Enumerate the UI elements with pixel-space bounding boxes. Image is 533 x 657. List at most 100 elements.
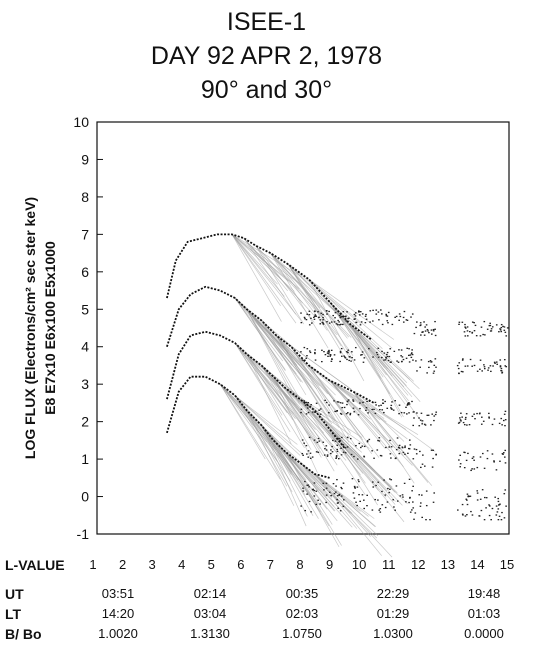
flux-dot <box>396 360 398 362</box>
flux-dot <box>332 314 335 317</box>
table-cell: 1.3130 <box>190 626 230 641</box>
flux-dot <box>408 402 410 404</box>
flux-dot <box>361 445 364 447</box>
flux-dot <box>461 321 464 323</box>
flux-dot <box>391 408 393 410</box>
flux-dot <box>308 314 311 316</box>
flux-dot <box>432 328 435 331</box>
flux-dot <box>401 356 404 358</box>
flux-dot <box>493 461 495 463</box>
flux-dot <box>399 315 402 318</box>
flux-dot <box>402 451 405 454</box>
flux-dot <box>503 359 506 361</box>
flux-dot <box>495 514 498 516</box>
flux-dot <box>398 444 401 447</box>
flux-dot <box>302 487 304 489</box>
flux-dot <box>352 399 354 401</box>
flux-dot <box>405 501 407 503</box>
flux-dot <box>309 457 312 460</box>
flux-dot <box>357 414 360 416</box>
flux-dot <box>401 360 403 363</box>
flux-dot <box>349 356 351 358</box>
flux-dot <box>337 324 339 326</box>
flux-dot <box>303 442 305 444</box>
flux-dot <box>336 478 338 481</box>
flux-dot <box>381 402 384 404</box>
shade-stroke <box>231 234 302 278</box>
flux-dot <box>425 490 428 492</box>
shade-stroke <box>270 252 329 349</box>
flux-dot <box>505 505 507 507</box>
flux-dot <box>398 447 401 449</box>
flux-dot <box>426 414 429 416</box>
flux-dot <box>471 468 473 470</box>
flux-dot <box>423 321 425 323</box>
flux-dot <box>359 402 361 404</box>
flux-dot <box>392 499 395 501</box>
shade-stroke <box>287 264 348 339</box>
shade-stroke <box>246 309 298 366</box>
flux-dot <box>336 450 339 453</box>
flux-dot <box>354 487 356 489</box>
flux-dot <box>501 453 504 455</box>
chart-title-line-1: ISEE-1 <box>226 8 307 36</box>
flux-dot <box>408 501 410 504</box>
flux-dot <box>307 450 310 452</box>
flux-dot <box>397 446 400 449</box>
flux-dot <box>389 488 391 490</box>
shade-stroke <box>329 428 378 506</box>
flux-dot <box>355 321 357 324</box>
flux-dot <box>356 504 358 507</box>
flux-dot <box>503 413 506 415</box>
shade-stroke <box>290 346 358 450</box>
shade-stroke <box>287 264 368 338</box>
flux-dot <box>416 321 418 323</box>
flux-dot <box>366 441 369 443</box>
flux-dot <box>459 419 462 421</box>
flux-dot <box>318 409 320 411</box>
l-value-tick-label: 11 <box>381 557 396 572</box>
flux-dot <box>305 413 308 415</box>
flux-dot <box>332 439 334 442</box>
flux-dot <box>406 347 409 349</box>
flux-dot <box>412 501 414 503</box>
shade-stroke <box>308 279 395 340</box>
flux-dot <box>347 349 350 351</box>
flux-dot <box>313 318 316 320</box>
flux-dot <box>379 511 382 513</box>
flux-dot <box>433 370 436 372</box>
flux-dot <box>306 407 309 409</box>
flux-dot <box>456 364 459 367</box>
flux-dot <box>420 466 422 469</box>
flux-dot <box>381 490 383 493</box>
flux-dot <box>475 335 478 337</box>
flux-dot <box>359 407 361 410</box>
flux-dot <box>348 359 350 362</box>
flux-dot <box>330 494 332 497</box>
flux-dot <box>404 453 406 455</box>
series-line <box>166 330 346 449</box>
shade-stroke <box>350 324 408 383</box>
flux-dot <box>347 399 350 401</box>
table-cell: 02:14 <box>193 586 227 601</box>
flux-dot <box>375 484 377 487</box>
flux-dot <box>363 456 366 458</box>
flux-dot <box>389 478 391 480</box>
flux-dot <box>300 321 303 324</box>
flux-dot <box>421 516 423 519</box>
flux-dot <box>317 437 320 440</box>
flux-dot <box>389 348 392 350</box>
flux-dot <box>419 366 421 368</box>
flux-dot <box>371 481 374 483</box>
shade-stroke <box>246 354 292 445</box>
l-value-tick-label: 2 <box>118 557 127 572</box>
flux-dot <box>488 412 490 415</box>
flux-dot <box>325 445 328 447</box>
table-cell: 03:51 <box>101 586 135 601</box>
flux-dot <box>418 417 420 419</box>
flux-dot <box>330 349 333 352</box>
flux-dot <box>342 311 345 313</box>
flux-dot <box>400 349 403 351</box>
flux-dot <box>470 510 472 513</box>
flux-dot <box>466 424 468 426</box>
